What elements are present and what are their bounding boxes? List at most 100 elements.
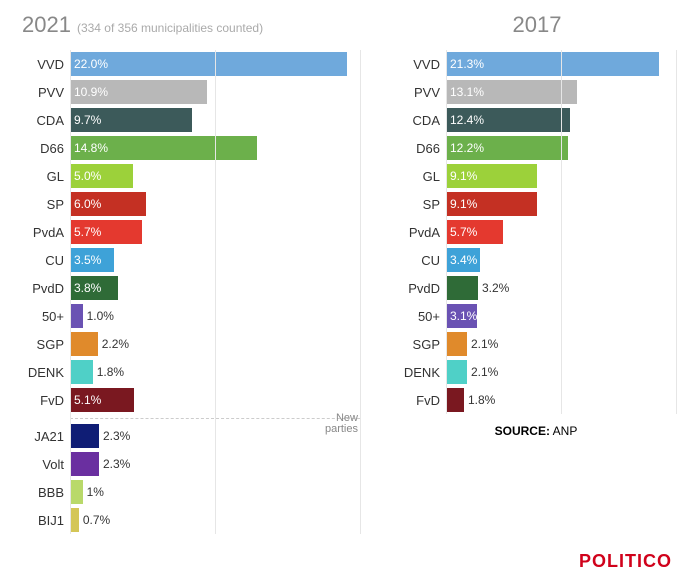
party-label: BBB: [20, 478, 70, 506]
bar-plot: 3.4%: [446, 246, 676, 274]
bar-plot: 13.1%: [446, 78, 676, 106]
bar-plot: 14.8%: [70, 134, 360, 162]
bar: 22.0%: [70, 52, 347, 76]
party-label: PvdA: [20, 218, 70, 246]
bar-value-label: 12.4%: [446, 113, 484, 127]
party-label: D66: [20, 134, 70, 162]
chart-row: DENK1.8%: [20, 358, 360, 386]
bar: [70, 360, 93, 384]
party-label: JA21: [20, 422, 70, 450]
bar: [70, 480, 83, 504]
bar-value-label: 22.0%: [70, 57, 108, 71]
bar-plot: 9.7%: [70, 106, 360, 134]
bar-value-label: 2.3%: [99, 457, 130, 471]
party-label: SP: [396, 190, 446, 218]
bar: 5.7%: [70, 220, 142, 244]
chart-row: VVD21.3%: [396, 50, 676, 78]
bar: 12.2%: [446, 136, 568, 160]
party-label: SGP: [396, 330, 446, 358]
chart-row: SGP2.2%: [20, 330, 360, 358]
bar: 9.1%: [446, 192, 537, 216]
source-line: SOURCE: ANP: [396, 424, 676, 438]
chart-row: FvD1.8%: [396, 386, 676, 414]
right-header: 2017: [396, 12, 676, 40]
charts-container: 2021 (334 of 356 municipalities counted)…: [20, 12, 680, 534]
bar: [446, 388, 464, 412]
bar-plot: 2.1%: [446, 358, 676, 386]
bar: 10.9%: [70, 80, 207, 104]
chart-row: DENK2.1%: [396, 358, 676, 386]
party-label: CDA: [396, 106, 446, 134]
bar: 5.1%: [70, 388, 134, 412]
party-label: BIJ1: [20, 506, 70, 534]
chart-row: CU3.5%: [20, 246, 360, 274]
bar-value-label: 2.1%: [467, 337, 498, 351]
chart-row: PVV10.9%: [20, 78, 360, 106]
bar: [70, 332, 98, 356]
right-chart: VVD21.3%PVV13.1%CDA12.4%D6612.2%GL9.1%SP…: [396, 50, 676, 414]
chart-row: GL5.0%: [20, 162, 360, 190]
chart-row: CDA9.7%: [20, 106, 360, 134]
chart-row: D6614.8%: [20, 134, 360, 162]
left-column: 2021 (334 of 356 municipalities counted)…: [20, 12, 360, 534]
party-label: GL: [396, 162, 446, 190]
bar-value-label: 3.5%: [70, 253, 101, 267]
bar-value-label: 21.3%: [446, 57, 484, 71]
bar: 14.8%: [70, 136, 257, 160]
bar-value-label: 5.7%: [70, 225, 101, 239]
bar-plot: 2.3%: [70, 422, 360, 450]
bar-plot: 5.7%: [446, 218, 676, 246]
left-year: 2021: [22, 12, 71, 38]
bar: 6.0%: [70, 192, 146, 216]
bar: 12.4%: [446, 108, 570, 132]
party-label: CU: [20, 246, 70, 274]
chart-row: PvdD3.8%: [20, 274, 360, 302]
bar-value-label: 12.2%: [446, 141, 484, 155]
gridline: [360, 50, 361, 534]
bar-plot: 10.9%: [70, 78, 360, 106]
bar-value-label: 2.1%: [467, 365, 498, 379]
bar: [70, 452, 99, 476]
bar: 13.1%: [446, 80, 577, 104]
bar-value-label: 10.9%: [70, 85, 108, 99]
bar-value-label: 9.1%: [446, 169, 477, 183]
party-label: 50+: [396, 302, 446, 330]
bar-plot: 6.0%: [70, 190, 360, 218]
left-subtitle: (334 of 356 municipalities counted): [77, 21, 263, 35]
bar-plot: 1.8%: [70, 358, 360, 386]
party-label: 50+: [20, 302, 70, 330]
bar-plot: 3.1%: [446, 302, 676, 330]
party-label: VVD: [20, 50, 70, 78]
chart-row: BBB 1%: [20, 478, 360, 506]
chart-row: FvD5.1%: [20, 386, 360, 414]
bar-value-label: 2.2%: [98, 337, 129, 351]
bar-plot: 3.5%: [70, 246, 360, 274]
bar: 3.1%: [446, 304, 477, 328]
party-label: PVV: [396, 78, 446, 106]
credit-logo: POLITICO: [579, 551, 672, 572]
chart-row: Volt2.3%: [20, 450, 360, 478]
chart-row: GL9.1%: [396, 162, 676, 190]
bar: 5.0%: [70, 164, 133, 188]
bar-plot: 2.3%: [70, 450, 360, 478]
bar-value-label: 1.8%: [464, 393, 495, 407]
bar: [70, 304, 83, 328]
chart-row: D6612.2%: [396, 134, 676, 162]
chart-row: BIJ1 0.7%: [20, 506, 360, 534]
bar-value-label: 1%: [83, 485, 104, 499]
bar-plot: 5.7%: [70, 218, 360, 246]
party-label: PvdD: [396, 274, 446, 302]
bar-value-label: 3.8%: [70, 281, 101, 295]
chart-row: PvdA5.7%: [20, 218, 360, 246]
bar-value-label: 0.7%: [79, 513, 110, 527]
bar-plot: 2.2%: [70, 330, 360, 358]
bar: [446, 332, 467, 356]
bar: 3.5%: [70, 248, 114, 272]
bar-value-label: 14.8%: [70, 141, 108, 155]
bar: [446, 360, 467, 384]
chart-row: SP9.1%: [396, 190, 676, 218]
party-label: PVV: [20, 78, 70, 106]
bar-plot: 12.4%: [446, 106, 676, 134]
bar-value-label: 3.4%: [446, 253, 477, 267]
bar-plot: 9.1%: [446, 162, 676, 190]
